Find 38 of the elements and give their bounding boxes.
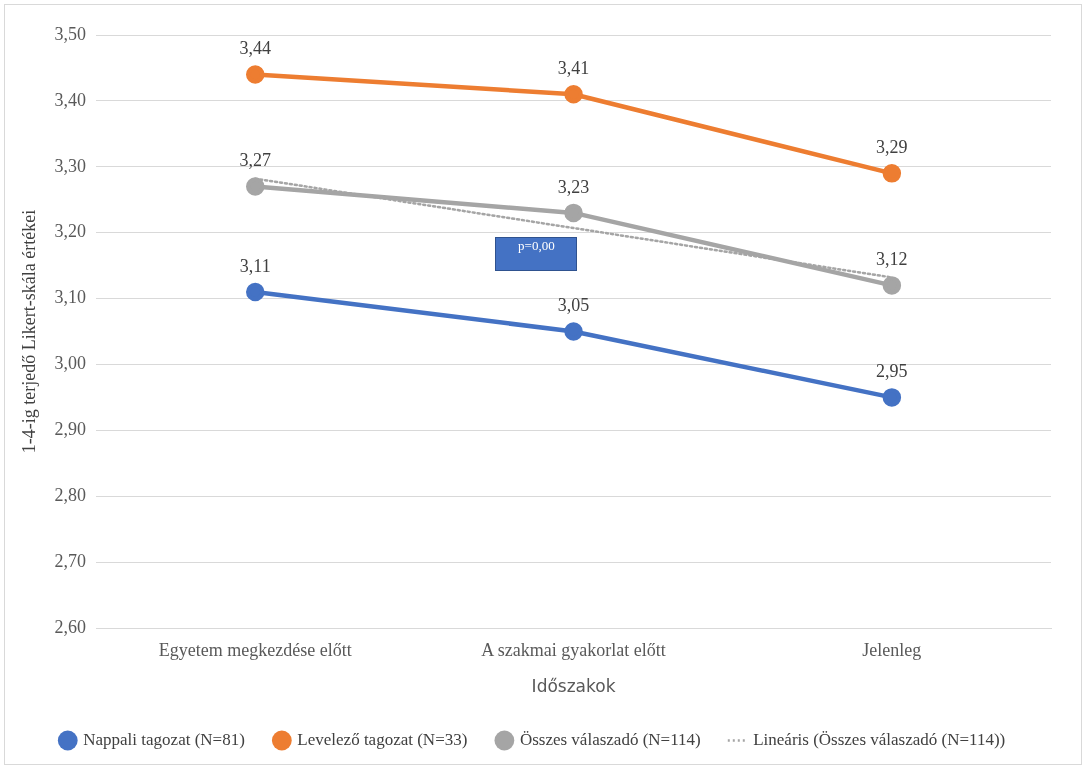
- data-label: 3,27: [239, 150, 271, 171]
- point: [564, 203, 583, 223]
- y-tick-label: 2,90: [54, 419, 87, 440]
- point: [564, 85, 583, 104]
- legend-label: Levelező tagozat (N=33): [297, 729, 468, 749]
- point: [246, 177, 265, 196]
- x-tick-label: Jelenleg: [862, 639, 922, 660]
- data-label: 3,44: [239, 38, 271, 59]
- x-tick-label: Egyetem megkezdése előtt: [158, 639, 352, 660]
- data-label: 3,05: [557, 295, 590, 316]
- data-label: 3,41: [557, 58, 590, 79]
- label-box: p=0,00: [495, 237, 578, 272]
- y-axis-title: 1-4-ig terjedő Likert-skála értékei: [18, 209, 39, 454]
- x-axis-title: Időszakok: [531, 676, 616, 697]
- y-tick-label: 2,60: [54, 616, 87, 637]
- x-tick-label: A szakmai gyakorlat előtt: [481, 639, 666, 660]
- y-tick-label: 3,10: [54, 287, 87, 308]
- point: [564, 322, 583, 341]
- data-label: 2,95: [876, 361, 908, 382]
- y-tick-label: 2,80: [54, 484, 87, 505]
- point: [246, 282, 265, 302]
- data-label: 3,11: [239, 255, 271, 276]
- data-label: 3,23: [557, 176, 590, 197]
- y-tick-label: 3,40: [54, 89, 87, 110]
- legend-label: Nappali tagozat (N=81): [83, 729, 245, 749]
- legend-label: Összes válaszadó (N=114): [519, 729, 701, 749]
- y-tick-label: 3,00: [54, 353, 87, 374]
- point: [246, 65, 265, 84]
- point: [882, 388, 902, 407]
- y-tick-label: 2,70: [54, 550, 87, 571]
- y-tick-label: 3,20: [54, 221, 87, 242]
- legend-label: Lineáris (Összes válaszadó (N=114)): [753, 729, 1006, 749]
- data-label: 3,29: [876, 137, 908, 158]
- point: [882, 276, 902, 295]
- y-tick-label: 3,30: [54, 155, 87, 176]
- y-tick-label: 3,50: [54, 23, 87, 44]
- data-label: 3,12: [876, 249, 908, 270]
- point: [882, 164, 902, 183]
